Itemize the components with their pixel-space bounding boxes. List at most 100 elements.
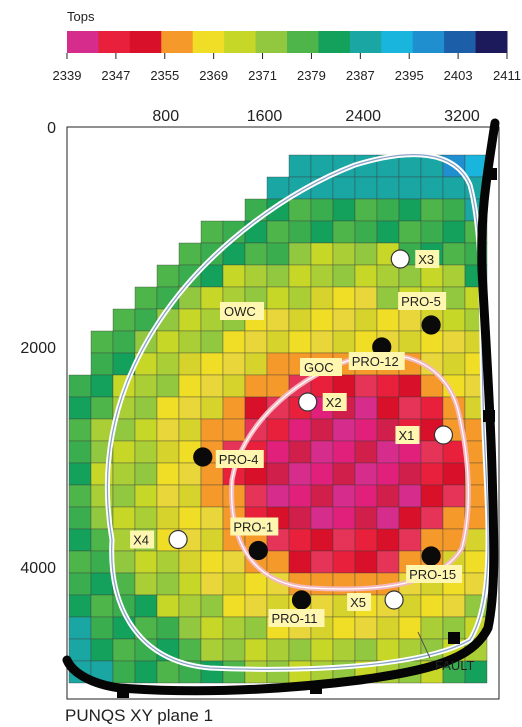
heatmap-cell [288, 220, 312, 244]
heatmap-cell [310, 572, 334, 596]
heatmap-cell [288, 418, 312, 442]
heatmap-cell [420, 616, 444, 640]
heatmap-cell [68, 418, 92, 442]
heatmap-cell [112, 330, 136, 354]
well-label: PRO-5 [401, 294, 441, 309]
heatmap-cell [332, 330, 356, 354]
colorbar-segment [98, 31, 131, 53]
heatmap-cell [200, 220, 224, 244]
heatmap-cell [376, 176, 400, 200]
heatmap-cell [288, 242, 312, 266]
heatmap-cell [134, 506, 158, 530]
colorbar-tick-label: 2387 [346, 68, 375, 83]
heatmap-cell [354, 176, 378, 200]
heatmap-cell [266, 220, 290, 244]
heatmap-cell [112, 550, 136, 574]
heatmap-cell [90, 616, 114, 640]
colorbar-segment [161, 31, 194, 53]
heatmap-cell [420, 220, 444, 244]
heatmap-cell [90, 572, 114, 596]
heatmap-cell [156, 506, 180, 530]
colorbar-tick-label: 2395 [395, 68, 424, 83]
heatmap-cell [200, 352, 224, 376]
heatmap-cell [200, 308, 224, 332]
heatmap-cell [288, 286, 312, 310]
heatmap-cell [178, 550, 202, 574]
heatmap-cell [244, 572, 268, 596]
heatmap-cell [420, 176, 444, 200]
heatmap-cell [266, 352, 290, 376]
wells: PRO-1 PRO-4 PRO-5 PRO-11 PRO-12 PRO-15 X1 X2 X3 X… [130, 249, 463, 627]
well-label: PRO-15 [409, 567, 456, 582]
heatmap-cell [112, 462, 136, 486]
observation-well-marker [298, 392, 318, 412]
heatmap-cell [354, 198, 378, 222]
colorbar-tick-label: 2339 [53, 68, 82, 83]
heatmap-cell [244, 242, 268, 266]
heatmap-cell [354, 374, 378, 398]
heatmap-cell [156, 418, 180, 442]
heatmap-cell [332, 616, 356, 640]
heatmap-cell [134, 484, 158, 508]
heatmap-cell [332, 264, 356, 288]
heatmap-cell [398, 308, 422, 332]
x-tick-label: 1600 [247, 108, 283, 125]
heatmap-cell [178, 418, 202, 442]
heatmap-cell [354, 550, 378, 574]
heatmap-cell [354, 506, 378, 530]
heatmap-cell [68, 462, 92, 486]
heatmap-cell [354, 396, 378, 420]
heatmap-cell [222, 572, 246, 596]
heatmap-cell [288, 308, 312, 332]
heatmap-cell [420, 484, 444, 508]
heatmap-cell [354, 264, 378, 288]
colorbar-tick-label: 2371 [248, 68, 277, 83]
heatmap-cell [156, 330, 180, 354]
heatmap-cell [266, 264, 290, 288]
heatmap-cell [178, 616, 202, 640]
heatmap-cell [112, 308, 136, 332]
heatmap-cell [420, 440, 444, 464]
heatmap-cell [244, 616, 268, 640]
x-tick-label: 800 [152, 108, 179, 125]
heatmap-cell [200, 374, 224, 398]
heatmap-cell [310, 242, 334, 266]
heatmap-cell [376, 616, 400, 640]
heatmap-cell [244, 374, 268, 398]
heatmap-cell [442, 220, 466, 244]
heatmap-cell [288, 528, 312, 552]
heatmap-cell [398, 440, 422, 464]
goc-label-box [300, 358, 342, 376]
y-tick-label: 0 [47, 120, 56, 137]
heatmap-cell [156, 616, 180, 640]
heatmap-cell [442, 330, 466, 354]
colorbar-segment [381, 31, 414, 53]
heatmap-cell [178, 330, 202, 354]
heatmap-cell [376, 264, 400, 288]
heatmap-cell [442, 264, 466, 288]
heatmap-cell [376, 440, 400, 464]
heatmap-cell [442, 506, 466, 530]
heatmap-cell [266, 462, 290, 486]
heatmap-cell [310, 220, 334, 244]
heatmap-cell [376, 506, 400, 530]
heatmap-cell [310, 550, 334, 574]
heatmap-cell [420, 264, 444, 288]
heatmap-cell [178, 506, 202, 530]
heatmap-cell [156, 440, 180, 464]
heatmap-cell [134, 572, 158, 596]
heatmap-cell [112, 660, 136, 684]
heatmap-cell [68, 550, 92, 574]
fault-tick [310, 682, 322, 694]
heatmap-cell [354, 638, 378, 662]
well-label-box [415, 250, 440, 268]
heatmap-cell [156, 396, 180, 420]
heatmap-cell [332, 242, 356, 266]
colorbar-segment [224, 31, 257, 53]
colorbar-tick-label: 2369 [199, 68, 228, 83]
heatmap-cell [376, 286, 400, 310]
heatmap-cell [420, 462, 444, 486]
heatmap-cell [156, 660, 180, 684]
colorbar-tick-label: 2403 [444, 68, 473, 83]
heatmap-cell [90, 330, 114, 354]
